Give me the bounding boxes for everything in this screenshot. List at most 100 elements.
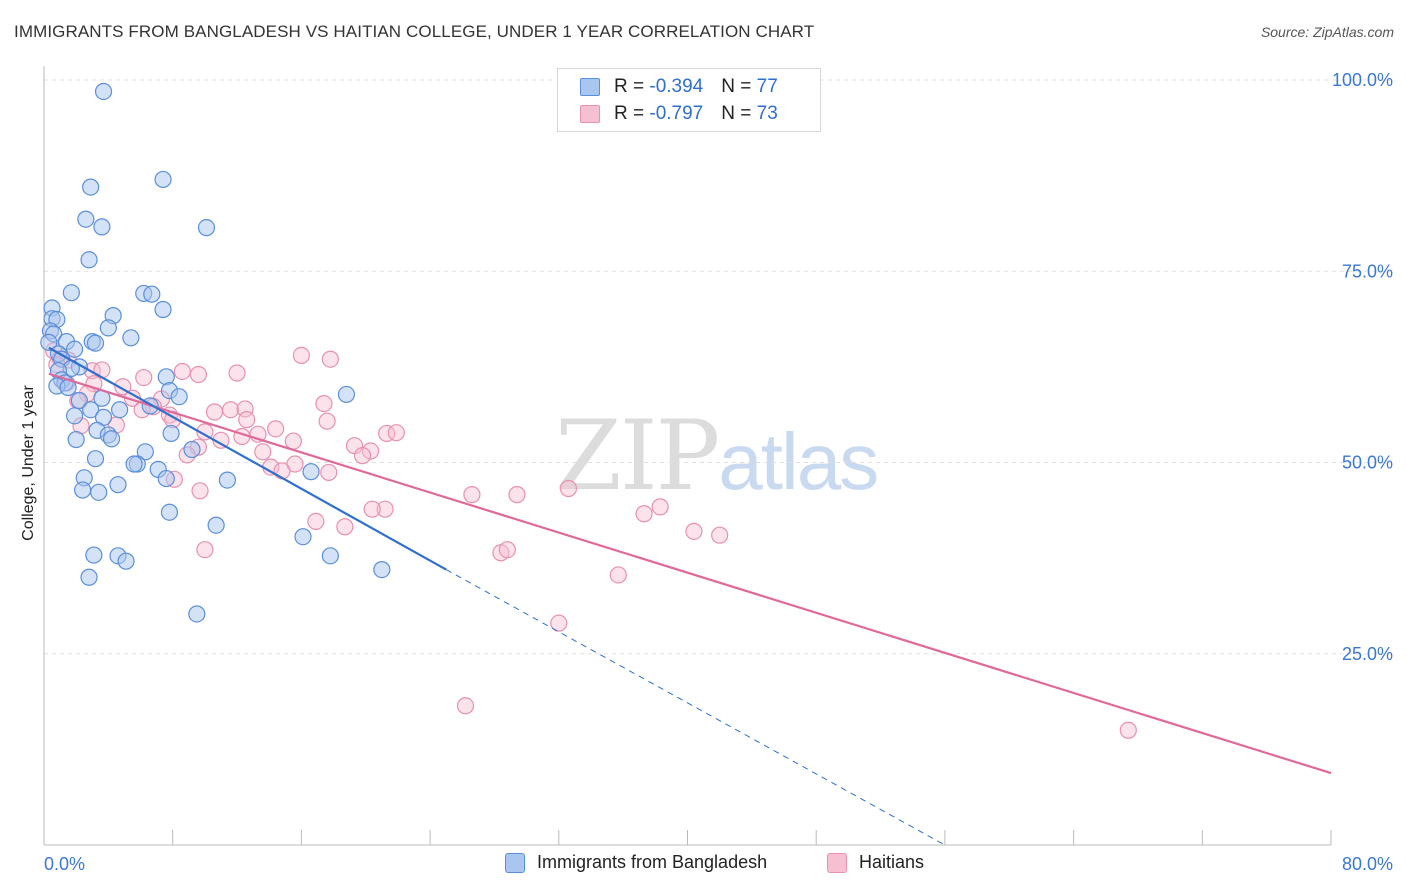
bangladesh-point bbox=[170, 388, 188, 406]
haitians-point bbox=[254, 443, 272, 461]
bangladesh-point bbox=[90, 483, 108, 501]
legend-item-bangladesh[interactable]: Immigrants from Bangladesh bbox=[505, 852, 767, 873]
haitians-point bbox=[609, 566, 627, 584]
haitians-point bbox=[236, 400, 254, 418]
haitians-point bbox=[320, 463, 338, 482]
tick-labels: 25.0% 50.0% 75.0% 100.0% 0.0% 80.0% bbox=[44, 70, 1393, 874]
bangladesh-point bbox=[70, 391, 88, 410]
haitians-point bbox=[711, 526, 729, 544]
bangladesh-point bbox=[86, 450, 105, 468]
bangladesh-point bbox=[154, 300, 172, 319]
x-tick-label: 80.0% bbox=[1342, 854, 1393, 874]
legend-n-label: N = bbox=[721, 76, 757, 97]
legend-swatch-pink bbox=[580, 105, 600, 123]
legend-r-value: -0.797 bbox=[649, 103, 704, 124]
haitians-point bbox=[456, 697, 475, 715]
bangladesh-trend-extension bbox=[445, 569, 946, 846]
bangladesh-point bbox=[143, 285, 161, 303]
haitians-point bbox=[228, 364, 246, 382]
source-note: Source: ZipAtlas.com bbox=[1260, 24, 1394, 40]
legend-r-label: R = bbox=[614, 103, 650, 124]
haitians-point bbox=[196, 541, 214, 559]
chart-title: IMMIGRANTS FROM BANGLADESH VS HAITIAN CO… bbox=[14, 22, 815, 41]
bangladesh-point bbox=[109, 476, 127, 494]
legend-swatch-blue bbox=[580, 78, 600, 96]
haitians-point bbox=[273, 462, 291, 480]
legend-swatch-pink bbox=[827, 852, 847, 873]
bangladesh-point bbox=[197, 219, 216, 237]
bangladesh-point bbox=[74, 481, 92, 499]
bangladesh-point bbox=[102, 430, 121, 448]
bangladesh-trend-line bbox=[48, 346, 447, 571]
haitians-point bbox=[363, 500, 381, 518]
legend-n-value: 73 bbox=[756, 103, 778, 124]
bangladesh-point bbox=[373, 560, 391, 579]
watermark-zip: ZIP bbox=[555, 400, 720, 512]
haitians-point bbox=[205, 403, 224, 421]
bangladesh-point bbox=[40, 333, 58, 351]
bangladesh-point bbox=[67, 430, 85, 449]
haitians-trend-line bbox=[48, 372, 1332, 775]
haitians-point bbox=[318, 412, 336, 430]
bangladesh-point bbox=[125, 455, 143, 473]
bangladesh-point bbox=[80, 568, 98, 586]
series-legend: Immigrants from Bangladesh Haitians bbox=[0, 852, 1406, 878]
legend-item-label: Haitians bbox=[859, 852, 925, 872]
haitians-point bbox=[1119, 721, 1137, 739]
zipatlas-watermark: ZIPatlas bbox=[555, 400, 879, 512]
gridlines bbox=[44, 79, 1395, 655]
haitians-point bbox=[135, 368, 153, 387]
haitians-point bbox=[284, 432, 302, 450]
haitians-points bbox=[45, 342, 1137, 739]
legend-swatch-blue bbox=[505, 852, 525, 873]
y-tick-label: 25.0% bbox=[1342, 644, 1393, 664]
haitians-point bbox=[336, 518, 354, 536]
bangladesh-point bbox=[94, 82, 113, 101]
legend-item-haitians[interactable]: Haitians bbox=[827, 852, 924, 873]
haitians-point bbox=[267, 420, 285, 438]
bangladesh-point bbox=[62, 284, 80, 302]
haitians-point bbox=[651, 498, 669, 516]
legend-item-label: Immigrants from Bangladesh bbox=[537, 852, 768, 872]
bangladesh-point bbox=[337, 385, 356, 404]
haitians-point bbox=[222, 401, 240, 419]
bangladesh-point bbox=[99, 319, 117, 337]
haitians-point bbox=[508, 486, 526, 504]
bangladesh-point bbox=[82, 178, 100, 196]
haitians-point bbox=[238, 411, 256, 429]
haitians-point bbox=[307, 512, 325, 531]
haitians-point bbox=[463, 486, 481, 504]
haitians-point bbox=[559, 479, 578, 498]
legend-r-value: -0.394 bbox=[649, 76, 704, 97]
bangladesh-point bbox=[85, 546, 103, 564]
haitians-point bbox=[321, 350, 339, 368]
bangladesh-point bbox=[218, 471, 236, 489]
haitians-point bbox=[189, 365, 208, 384]
x-tick-label: 0.0% bbox=[44, 854, 85, 874]
legend-row-bangladesh: R = -0.394 N = 77 bbox=[580, 74, 778, 100]
bangladesh-point bbox=[160, 503, 179, 521]
haitians-point bbox=[498, 541, 516, 559]
haitians-point bbox=[387, 424, 405, 442]
bangladesh-point bbox=[136, 443, 154, 461]
y-tick-label: 50.0% bbox=[1342, 453, 1393, 473]
bangladesh-point bbox=[86, 334, 105, 352]
bangladesh-point bbox=[207, 516, 225, 534]
haitians-point bbox=[315, 394, 333, 413]
y-tick-label: 75.0% bbox=[1342, 261, 1393, 281]
bangladesh-point bbox=[162, 424, 180, 443]
haitians-point bbox=[191, 482, 209, 500]
bangladesh-point bbox=[188, 605, 206, 623]
legend-row-haitians: R = -0.797 N = 73 bbox=[580, 101, 778, 127]
haitians-point bbox=[353, 447, 372, 465]
bangladesh-point bbox=[294, 528, 312, 546]
bangladesh-point bbox=[321, 547, 339, 565]
bangladesh-point bbox=[154, 170, 172, 189]
legend-n-label: N = bbox=[721, 103, 757, 124]
bangladesh-point bbox=[111, 401, 129, 419]
bangladesh-point bbox=[93, 218, 111, 236]
haitians-point bbox=[635, 505, 653, 523]
bangladesh-point bbox=[65, 340, 84, 358]
haitians-point bbox=[361, 442, 380, 460]
